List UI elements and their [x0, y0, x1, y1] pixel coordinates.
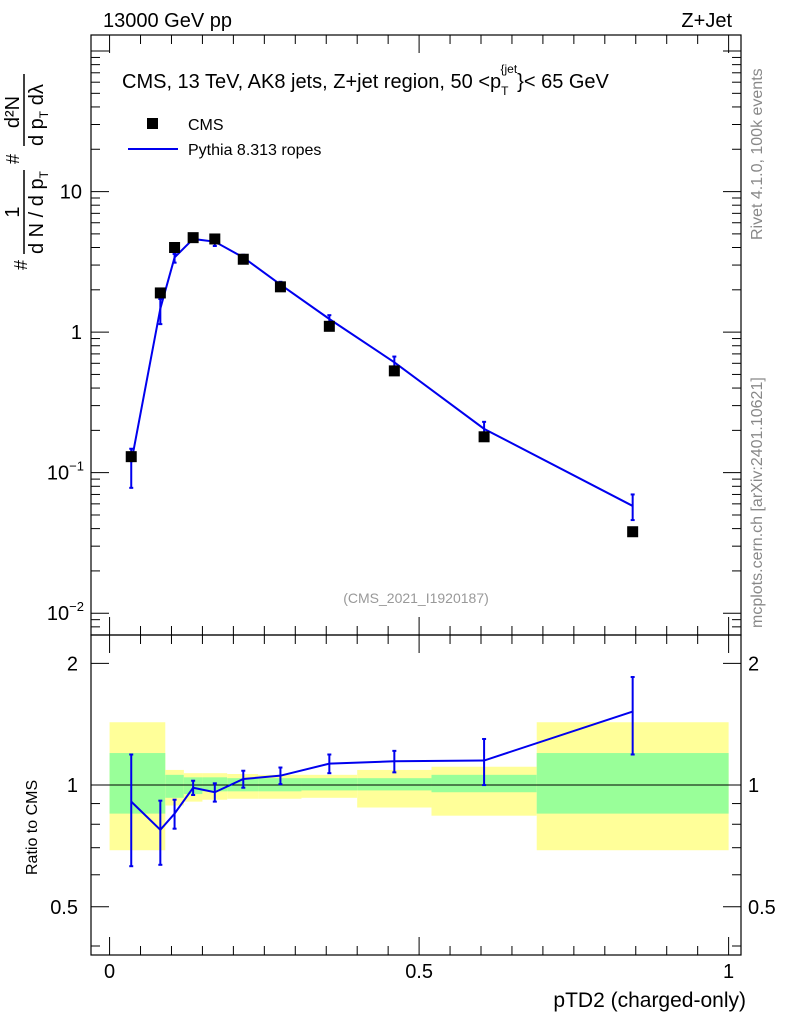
- ratio-tick-label-left: 0.5: [50, 897, 78, 919]
- energy-label: 13000 GeV pp: [103, 10, 232, 32]
- source-info: mcplots.cern.ch [arXiv:2401.10621]: [749, 377, 766, 628]
- y-tick-label: 10−1: [47, 459, 84, 485]
- ylabel-frac2-num: d²N: [2, 96, 24, 128]
- cms-data-point: [169, 242, 181, 254]
- analysis-tag: (CMS_2021_I1920187): [343, 590, 489, 606]
- stat-uncertainty-band: [536, 753, 729, 814]
- stat-uncertainty-band: [357, 778, 432, 791]
- cms-data-point: [125, 451, 137, 463]
- stat-uncertainty-band: [109, 753, 166, 814]
- ylabel-frac1-den: d N / d pT: [26, 170, 51, 254]
- plot-title: CMS, 13 TeV, AK8 jets, Z+jet region, 50 …: [122, 62, 610, 98]
- ratio-tick-label-right: 1: [748, 775, 759, 797]
- x-tick-label: 1: [723, 961, 734, 983]
- ylabel-frac2-den-end: dλ: [26, 84, 48, 111]
- cms-data-point: [209, 233, 221, 245]
- cms-data-point: [478, 431, 490, 443]
- ratio-panel: 0.5 0.5 1 1 2 2 0 0.5 1 Ratio to CMS pTD2 (char…: [24, 35, 776, 1012]
- plot-title-sub: T: [501, 84, 509, 98]
- ratio-frame: [90, 634, 742, 956]
- legend-cms-label: CMS: [188, 117, 224, 134]
- ratio-tick-label-left: 1: [67, 775, 78, 797]
- x-axis-label: pTD2 (charged-only): [553, 989, 746, 1012]
- ylabel-frac2-den-sub: T: [37, 110, 51, 118]
- x-tick-label: 0.5: [405, 961, 433, 983]
- ratio-tick-label-left: 2: [67, 653, 78, 675]
- ratio-ylabel: Ratio to CMS: [24, 780, 41, 875]
- ylabel-hash-1: #: [11, 260, 31, 270]
- plot-title-main: CMS, 13 TeV, AK8 jets, Z+jet region, 50 …: [122, 71, 501, 93]
- cms-data-point: [323, 320, 335, 332]
- process-label: Z+Jet: [681, 10, 732, 32]
- plot-title-end: }< 65 GeV: [517, 71, 609, 93]
- stat-uncertainty-band: [165, 774, 184, 798]
- cms-data-point: [274, 281, 286, 293]
- main-panel: 10−2 10−1 1 10 CMS, 13 TeV, AK8 jets, Z+jet…: [2, 34, 742, 636]
- stat-uncertainty-band: [301, 778, 358, 791]
- cms-data-point: [237, 253, 249, 265]
- legend-cms-marker: [147, 118, 158, 129]
- ratio-tick-label-right: 0.5: [748, 897, 776, 919]
- y-tick-label: 10: [60, 182, 82, 204]
- ylabel-frac2-den-main: d p: [26, 118, 48, 146]
- ylabel-frac2-den: d pT dλ: [26, 84, 51, 146]
- ylabel-frac1-den-main: d N / d p: [26, 178, 48, 254]
- cms-data-point: [187, 232, 199, 244]
- x-tick-label: 0: [104, 961, 115, 983]
- ylabel-frac1-num: 1: [2, 206, 24, 217]
- ylabel-hash-2: #: [3, 154, 23, 164]
- y-tick-label: 10−2: [47, 599, 84, 625]
- main-ylabel: # 1 d N / d pT # d²N d pT dλ: [2, 74, 51, 270]
- cms-data-point: [627, 526, 639, 538]
- legend-pythia-label: Pythia 8.313 ropes: [188, 142, 321, 159]
- legend: CMS Pythia 8.313 ropes: [128, 117, 321, 159]
- rivet-info: Rivet 4.1.0, 100k events: [749, 68, 766, 240]
- plot-title-sup: {jet: [500, 62, 517, 76]
- pythia-line: [130, 237, 634, 507]
- cms-data-point: [154, 287, 166, 299]
- ratio-tick-label-right: 2: [748, 653, 759, 675]
- y-tick-label: 1: [71, 322, 82, 344]
- cms-data-point: [388, 365, 400, 377]
- ylabel-frac1-den-sub: T: [37, 170, 51, 178]
